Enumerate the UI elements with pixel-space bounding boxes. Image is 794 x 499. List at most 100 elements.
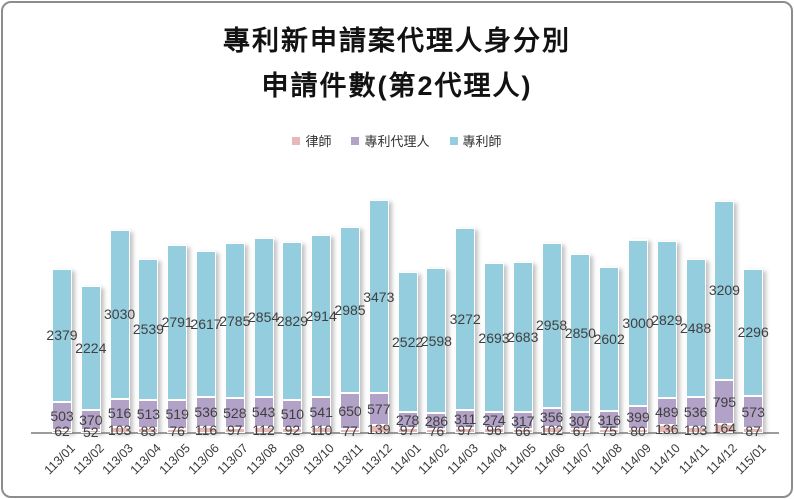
segment-patent-agent (80, 409, 101, 431)
segment-lawyer (426, 428, 447, 433)
bar-114-04 (484, 262, 504, 433)
data-label-patent-attorney: 2850 (564, 324, 596, 341)
segment-patent-attorney (426, 268, 447, 413)
legend-swatch-patent-attorney-icon (449, 136, 458, 145)
legend-item-lawyer: 律師 (292, 131, 331, 150)
segment-patent-agent (253, 396, 274, 427)
chart-title-line2: 申請件數(第2代理人) (261, 71, 533, 101)
data-label-patent-agent: 399 (626, 409, 650, 426)
legend-label-lawyer: 律師 (305, 134, 332, 149)
data-label-patent-attorney: 2379 (46, 327, 78, 344)
segment-patent-attorney (455, 228, 476, 411)
segment-patent-agent (340, 392, 360, 429)
legend-item-patent-attorney: 專利師 (449, 131, 502, 150)
segment-lawyer (80, 430, 101, 433)
data-label-patent-attorney: 2829 (276, 312, 308, 329)
data-label-lawyer: 66 (515, 423, 531, 440)
data-label-patent-attorney: 2539 (132, 321, 164, 338)
data-label-patent-agent: 573 (741, 404, 765, 421)
bar-114-03 (455, 228, 476, 433)
bar-114-09 (628, 239, 648, 433)
segment-patent-attorney (599, 266, 620, 412)
data-label-patent-attorney: 2488 (680, 320, 712, 337)
data-label-patent-attorney: 2829 (651, 311, 683, 328)
data-label-lawyer: 116 (194, 421, 218, 438)
data-label-patent-agent: 503 (50, 407, 74, 424)
data-label-patent-agent: 536 (194, 403, 218, 420)
data-label-patent-attorney: 2791 (161, 314, 193, 331)
data-label-patent-attorney: 2985 (334, 301, 366, 318)
data-label-patent-agent: 311 (454, 410, 477, 427)
data-label-patent-attorney: 2522 (392, 334, 424, 350)
x-axis-line (31, 432, 779, 434)
segment-patent-agent (484, 412, 504, 428)
segment-lawyer (167, 428, 188, 433)
segment-lawyer (196, 426, 216, 433)
segment-patent-attorney (167, 244, 188, 400)
legend-label-patent-attorney: 專利師 (462, 134, 502, 149)
data-label-lawyer: 83 (140, 422, 157, 439)
segment-lawyer (224, 427, 245, 433)
data-label-lawyer: 80 (630, 422, 646, 439)
data-label-patent-attorney: 2296 (737, 324, 769, 341)
data-label-patent-attorney: 2224 (75, 339, 107, 356)
data-label-patent-attorney: 3000 (622, 314, 654, 331)
data-label-lawyer: 97 (457, 422, 473, 439)
bar-114-07 (570, 253, 591, 433)
data-label-patent-agent: 577 (367, 401, 391, 418)
segment-lawyer (52, 429, 72, 433)
data-label-lawyer: 92 (284, 422, 301, 439)
data-label-lawyer: 76 (169, 422, 185, 439)
segment-patent-attorney (484, 262, 504, 413)
segment-patent-agent (52, 401, 72, 430)
data-label-patent-agent: 536 (683, 404, 708, 421)
segment-lawyer (340, 428, 360, 433)
segment-patent-attorney (196, 251, 216, 397)
data-label-patent-attorney: 2958 (536, 317, 568, 334)
segment-lawyer (714, 423, 735, 433)
data-label-patent-agent: 286 (424, 412, 449, 429)
segment-patent-agent (541, 407, 562, 428)
chart-title-line1: 專利新申請案代理人身分別 (223, 26, 571, 56)
data-label-lawyer: 110 (310, 421, 333, 438)
data-label-patent-agent: 489 (655, 403, 679, 420)
segment-patent-attorney (282, 242, 303, 400)
data-label-patent-attorney: 3272 (449, 311, 481, 328)
data-label-patent-agent: 307 (568, 412, 593, 429)
segment-patent-agent (167, 399, 188, 429)
data-label-patent-agent: 278 (395, 411, 420, 428)
data-label-patent-agent: 519 (165, 406, 189, 423)
data-label-patent-attorney: 3473 (363, 288, 395, 305)
segment-patent-agent (512, 411, 533, 430)
segment-patent-agent (426, 412, 447, 429)
data-label-lawyer: 139 (367, 421, 391, 438)
segment-lawyer (282, 427, 303, 433)
segment-patent-attorney (570, 253, 591, 413)
segment-patent-agent (685, 397, 706, 428)
data-label-patent-agent: 274 (482, 412, 506, 429)
segment-lawyer (311, 426, 332, 433)
bar-113-08 (253, 237, 274, 433)
bar-113-11 (340, 226, 360, 433)
bar-113-06 (196, 251, 216, 433)
segment-patent-attorney (138, 258, 159, 400)
data-label-patent-agent: 528 (223, 404, 247, 421)
data-label-patent-agent: 510 (280, 405, 305, 422)
data-label-lawyer: 62 (54, 423, 70, 440)
bar-115-01 (743, 268, 764, 433)
data-label-lawyer: 164 (712, 420, 737, 437)
segment-lawyer (368, 425, 389, 433)
legend-label-patent-agent: 專利代理人 (364, 134, 430, 149)
bar-113-03 (109, 230, 130, 433)
segment-patent-agent (311, 396, 332, 427)
data-label-lawyer: 103 (683, 422, 708, 439)
segment-patent-attorney (311, 234, 332, 397)
segment-patent-agent (455, 410, 476, 428)
data-label-lawyer: 136 (655, 421, 679, 438)
data-label-patent-attorney: 3030 (104, 306, 136, 323)
segment-lawyer (109, 427, 130, 433)
segment-patent-agent (282, 399, 303, 428)
data-label-lawyer: 97 (399, 422, 416, 439)
bar-114-02 (426, 268, 447, 433)
